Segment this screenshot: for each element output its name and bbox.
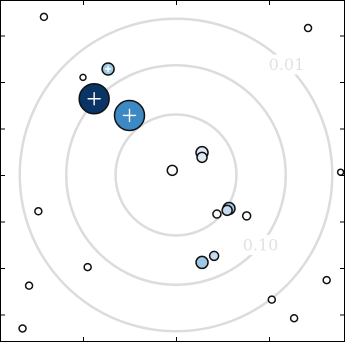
- contour-label: 0.01: [269, 55, 305, 74]
- contour-labels: 0.10 0.01: [243, 54, 305, 255]
- data-point: [303, 23, 313, 33]
- contour-ring: [18, 17, 334, 333]
- data-point-marker: [212, 209, 222, 219]
- data-point: [221, 204, 233, 217]
- data-point-marker: [241, 211, 252, 221]
- data-point-marker: [195, 255, 209, 270]
- data-point: [166, 164, 179, 177]
- data-point: [24, 281, 34, 290]
- data-point-marker: [24, 281, 34, 290]
- data-point-marker: [322, 275, 331, 285]
- data-point: [101, 62, 115, 76]
- contour-label-background: [243, 234, 278, 255]
- data-point-marker: [289, 313, 299, 323]
- data-point: [336, 168, 345, 176]
- data-point: [212, 209, 222, 219]
- data-point: [113, 99, 146, 132]
- data-point: [83, 262, 92, 272]
- data-point-marker: [39, 12, 49, 22]
- data-point: [39, 12, 49, 22]
- data-point-marker: [208, 250, 220, 262]
- data-point: [208, 250, 220, 262]
- data-point-marker: [303, 23, 313, 33]
- data-points: [18, 12, 345, 333]
- data-point-marker: [267, 295, 277, 304]
- data-point-marker: [79, 73, 87, 82]
- contour-ring: [65, 64, 287, 286]
- data-point-marker: [166, 164, 179, 177]
- data-point: [241, 211, 252, 221]
- data-point-marker: [336, 168, 345, 176]
- data-point: [289, 313, 299, 323]
- data-point-marker: [18, 324, 27, 333]
- data-point: [79, 73, 87, 82]
- data-point-marker: [34, 207, 43, 216]
- contour-label-background: [269, 54, 304, 75]
- data-point: [78, 82, 110, 115]
- data-point-marker: [83, 262, 92, 272]
- contour-rings: [18, 17, 334, 333]
- contour-label: 0.10: [243, 235, 279, 254]
- data-point: [34, 207, 43, 216]
- contour-ring: [114, 113, 238, 237]
- data-point: [196, 151, 208, 164]
- data-point: [18, 324, 27, 333]
- data-point-marker: [221, 204, 233, 217]
- data-point-marker: [196, 151, 208, 164]
- data-point: [195, 255, 209, 270]
- data-point: [267, 295, 277, 304]
- data-point: [322, 275, 331, 285]
